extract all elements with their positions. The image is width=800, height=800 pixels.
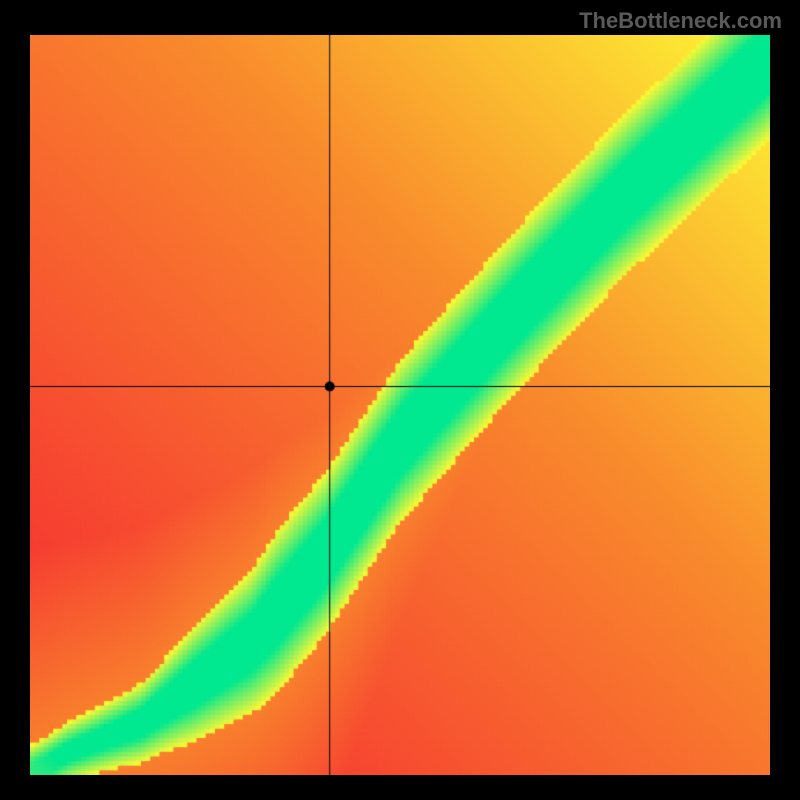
chart-container: TheBottleneck.com <box>0 0 800 800</box>
watermark-text: TheBottleneck.com <box>579 8 782 34</box>
bottleneck-heatmap <box>30 35 770 775</box>
